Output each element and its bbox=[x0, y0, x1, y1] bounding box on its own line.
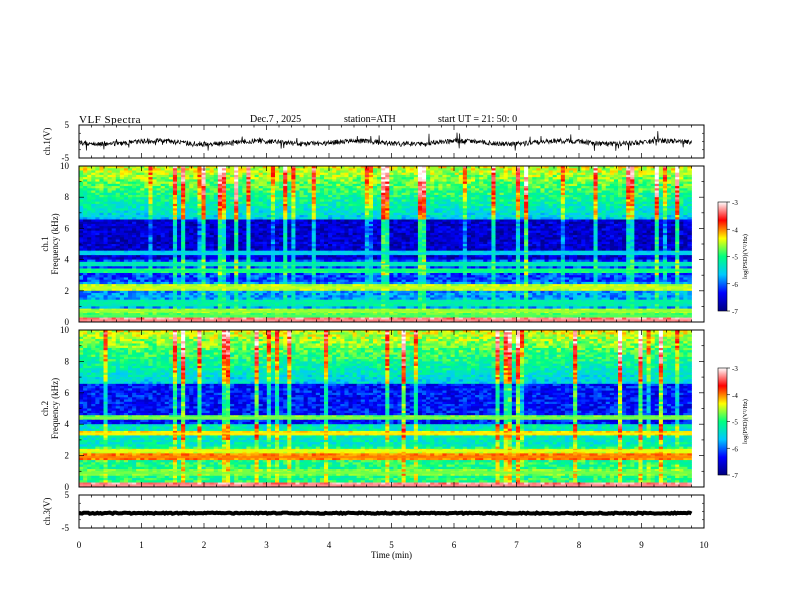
colorbar-tick-label: -7 bbox=[732, 308, 738, 316]
y-axis-label: Frequency (kHz) bbox=[50, 213, 60, 274]
band-line bbox=[79, 449, 692, 452]
x-tick-label: 2 bbox=[202, 540, 207, 550]
colorbar-scale bbox=[717, 367, 728, 476]
y-tick-label: 8 bbox=[65, 192, 70, 202]
ch2-colorbar: -3 -4 -5 -6 -7 log(PSD)(V²/Hz) bbox=[717, 365, 749, 480]
time-axis: 0 1 2 3 4 5 6 7 8 9 10 Time (min) bbox=[77, 540, 709, 560]
waveform-trace bbox=[78, 510, 693, 516]
y-tick-label: 10 bbox=[60, 325, 70, 335]
x-tick-label: 1 bbox=[139, 540, 144, 550]
x-tick-label: 8 bbox=[577, 540, 582, 550]
x-tick-label: 4 bbox=[327, 540, 332, 550]
band-line bbox=[79, 484, 692, 487]
band-line bbox=[79, 301, 692, 304]
ch1-waveform-panel: 5 -5 ch.1(V) bbox=[42, 120, 705, 163]
colorbar-label: log(PSD)(V²/Hz) bbox=[742, 234, 749, 279]
y-axis-label: ch.3(V) bbox=[42, 498, 52, 526]
band-line bbox=[79, 263, 692, 266]
ch1-spectrogram-pixels bbox=[79, 166, 692, 323]
band-line bbox=[79, 471, 692, 474]
x-tick-label: 5 bbox=[389, 540, 394, 550]
y-tick-label: 0 bbox=[65, 482, 70, 492]
y-axis-label: Frequency (kHz) bbox=[50, 378, 60, 439]
y-axis-label: ch.1 bbox=[40, 236, 50, 251]
x-tick-label: 9 bbox=[639, 540, 644, 550]
y-tick-label: -5 bbox=[62, 523, 70, 533]
colorbar-tick-label: -5 bbox=[732, 419, 738, 427]
ch3-waveform-panel: 5 -5 ch.3(V) bbox=[42, 490, 705, 533]
colorbar-tick-label: -3 bbox=[732, 365, 738, 373]
y-tick-label: 4 bbox=[65, 419, 70, 429]
colorbar-scale bbox=[717, 201, 728, 312]
y-tick-label: 8 bbox=[65, 356, 70, 366]
start-time-label: start UT = 21: 50: 0 bbox=[438, 114, 517, 125]
colorbar-tick-label: -7 bbox=[732, 472, 738, 480]
y-tick-label: -5 bbox=[62, 153, 70, 163]
band-line bbox=[79, 319, 692, 322]
y-tick-label: 6 bbox=[65, 388, 70, 398]
figure-title: VLF Spectra bbox=[79, 114, 141, 126]
band-line bbox=[79, 286, 692, 289]
x-axis-label: Time (min) bbox=[371, 550, 412, 560]
y-axis-label: ch.2 bbox=[40, 401, 50, 416]
band-line bbox=[79, 252, 692, 255]
colorbar-label: log(PSD)(V²/Hz) bbox=[742, 399, 749, 444]
ch2-spectrogram-pixels bbox=[79, 330, 692, 488]
y-tick-label: 10 bbox=[60, 161, 70, 171]
ch1-colorbar: -3 -4 -5 -6 -7 log(PSD)(V²/Hz) bbox=[717, 199, 749, 316]
colorbar-tick-label: -4 bbox=[732, 392, 738, 400]
colorbar-tick-label: -4 bbox=[732, 226, 738, 234]
waveform-trace bbox=[78, 131, 692, 151]
y-tick-label: 4 bbox=[65, 255, 70, 265]
y-tick-label: 5 bbox=[65, 120, 70, 130]
ch2-spectrogram-panel: 0 2 4 6 8 10 ch.2 Frequency (kHz) bbox=[40, 325, 705, 492]
colorbar-tick-label: -6 bbox=[732, 445, 738, 453]
y-tick-label: 6 bbox=[65, 223, 70, 233]
ch1-spectrogram-panel: 0 2 4 6 8 10 ch.1 Frequency (kHz) bbox=[40, 161, 705, 327]
station-label: station=ATH bbox=[344, 114, 396, 125]
colorbar-tick-label: -6 bbox=[732, 281, 738, 289]
colorbar-tick-label: -3 bbox=[732, 199, 738, 207]
x-tick-label: 3 bbox=[264, 540, 269, 550]
colorbar-tick-label: -5 bbox=[732, 254, 738, 262]
band-line bbox=[79, 314, 692, 317]
y-tick-label: 2 bbox=[65, 286, 70, 296]
date-label: Dec.7 , 2025 bbox=[250, 114, 301, 125]
x-tick-label: 7 bbox=[514, 540, 519, 550]
band-line bbox=[79, 269, 692, 272]
y-tick-label: 5 bbox=[65, 490, 70, 500]
x-tick-label: 6 bbox=[452, 540, 457, 550]
x-tick-label: 10 bbox=[700, 540, 710, 550]
y-axis-label: ch.1(V) bbox=[42, 128, 52, 156]
band-line bbox=[79, 456, 692, 459]
x-tick-label: 0 bbox=[77, 540, 82, 550]
y-tick-label: 2 bbox=[65, 451, 70, 461]
y-tick-label: 0 bbox=[65, 317, 70, 327]
band-line bbox=[79, 416, 692, 419]
band-line bbox=[79, 432, 692, 435]
band-line bbox=[79, 310, 692, 313]
